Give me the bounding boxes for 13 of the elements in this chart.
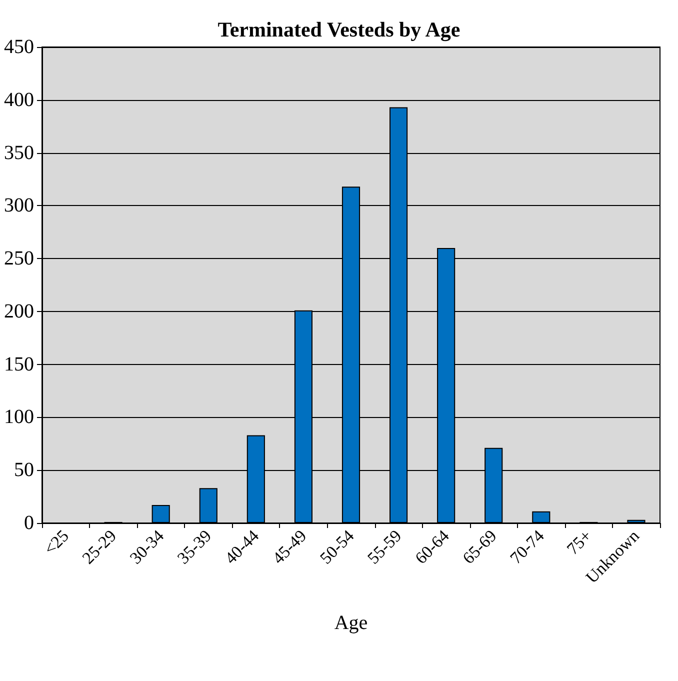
y-tick-label: 250 bbox=[4, 248, 34, 270]
y-tick-label: 200 bbox=[4, 300, 34, 322]
y-tick-label: 0 bbox=[24, 512, 34, 534]
x-tick-label: <25 bbox=[40, 526, 72, 559]
y-tick-label: 400 bbox=[4, 88, 34, 111]
y-tick-label: 150 bbox=[4, 353, 34, 376]
y-tick-label: 50 bbox=[14, 459, 34, 482]
x-axis-title: Age bbox=[334, 612, 368, 634]
y-tick-label: 450 bbox=[4, 36, 34, 58]
y-tick-label: 100 bbox=[4, 406, 34, 428]
y-tick-label: 350 bbox=[4, 142, 34, 164]
chart-title: Terminated Vesteds by Age bbox=[218, 18, 460, 42]
y-tick-label: 300 bbox=[4, 194, 34, 217]
